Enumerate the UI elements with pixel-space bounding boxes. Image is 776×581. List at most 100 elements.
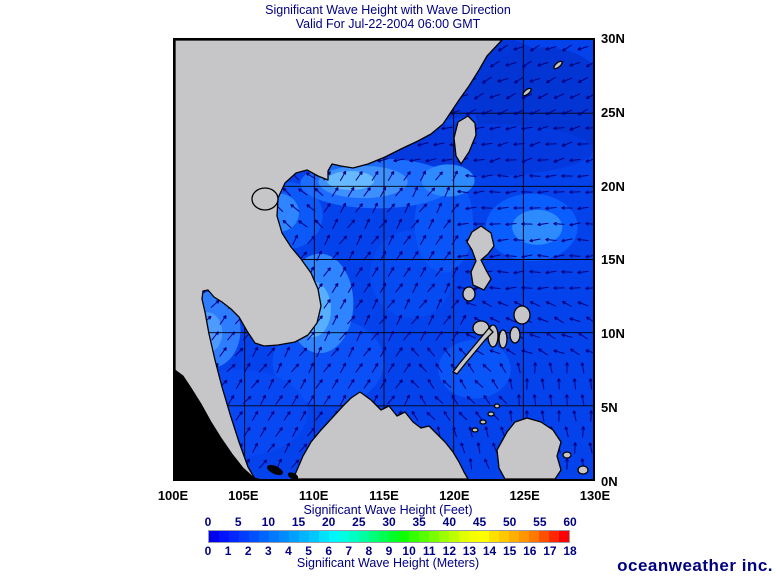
feet-tick-45: 45: [472, 515, 487, 529]
island-cebu: [498, 329, 508, 349]
colorbar-segment: [489, 531, 499, 542]
island-samar: [513, 305, 531, 325]
island-mindanao: [496, 417, 562, 479]
island-black-speck: [287, 472, 299, 479]
colorbar-segment: [539, 531, 549, 542]
landmass-asia-mainland: [175, 40, 503, 479]
colorbar-segment: [239, 531, 249, 542]
lon-label-110E: 110E: [298, 488, 329, 503]
colorbar-segment: [479, 531, 489, 542]
colorbar-segment: [269, 531, 279, 542]
lat-label-15N: 15N: [601, 252, 625, 268]
colorbar-segment: [439, 531, 449, 542]
colorbar-segment: [299, 531, 309, 542]
lat-label-20N: 20N: [601, 178, 625, 194]
wave-map: [175, 40, 593, 479]
colorbar-segment: [389, 531, 399, 542]
colorbar-segment: [219, 531, 229, 542]
wave-height-colorbar: [208, 530, 570, 543]
colorbar-segment: [309, 531, 319, 542]
colorbar-segment: [249, 531, 259, 542]
meter-tick-18: 18: [563, 544, 577, 558]
landmass-sumatra-black: [175, 369, 260, 479]
colorbar-segment: [409, 531, 419, 542]
lat-label-25N: 25N: [601, 104, 625, 120]
feet-tick-10: 10: [261, 515, 275, 529]
feet-tick-35: 35: [412, 515, 426, 529]
colorbar-segment: [379, 531, 389, 542]
feet-tick-50: 50: [502, 515, 517, 529]
map-frame: [173, 38, 595, 481]
colorbar-segment: [359, 531, 369, 542]
island-ryukyu-specks: [522, 60, 563, 97]
colorbar-segment: [229, 531, 239, 542]
feet-tick-0: 0: [204, 515, 212, 529]
island-se-specks: [562, 451, 589, 475]
meter-tick-7: 7: [345, 544, 353, 558]
no-data-land-layer: [175, 369, 299, 479]
colorbar-segment: [209, 531, 219, 542]
feet-tick-55: 55: [533, 515, 547, 529]
meter-tick-8: 8: [365, 544, 373, 558]
meter-tick-10: 10: [402, 544, 416, 558]
meter-tick-13: 13: [462, 544, 477, 558]
wave-height-patch: [421, 164, 475, 197]
island-palawan: [452, 327, 494, 375]
colorbar-segment: [419, 531, 429, 542]
meter-tick-0: 0: [204, 544, 212, 558]
colorbar-segment: [469, 531, 479, 542]
lat-label-0N: 0N: [601, 473, 618, 489]
colorbar-segment: [339, 531, 349, 542]
wave-height-patch: [326, 170, 375, 190]
feet-tick-15: 15: [291, 515, 306, 529]
colorbar-segment: [499, 531, 509, 542]
lon-label-105E: 105E: [228, 488, 259, 503]
colorbar-segment: [319, 531, 329, 542]
feet-tick-30: 30: [382, 515, 396, 529]
lat-label-5N: 5N: [601, 400, 618, 416]
meter-tick-1: 1: [224, 544, 232, 558]
colorbar-title-feet: Significant Wave Height (Feet): [303, 503, 473, 517]
colorbar-segment: [349, 531, 359, 542]
lon-label-130E: 130E: [579, 488, 611, 503]
meter-tick-2: 2: [244, 544, 252, 558]
meter-tick-15: 15: [502, 544, 517, 558]
lon-label-120E: 120E: [439, 488, 470, 503]
colorbar-segment: [529, 531, 539, 542]
meter-tick-4: 4: [285, 544, 292, 558]
page-title: Significant Wave Height with Wave Direct…: [265, 3, 511, 17]
feet-tick-40: 40: [442, 515, 456, 529]
meter-tick-3: 3: [264, 544, 272, 558]
colorbar-segment: [449, 531, 459, 542]
colorbar-segment: [559, 531, 569, 542]
colorbar-segment: [509, 531, 519, 542]
wave-height-patch: [512, 209, 563, 245]
meter-tick-14: 14: [482, 544, 497, 558]
colorbar-segment: [549, 531, 559, 542]
meter-tick-16: 16: [523, 544, 537, 558]
island-bangka-black: [267, 464, 283, 476]
oceanweather-logo: oceanweather inc.: [617, 556, 773, 575]
colorbar-segment: [369, 531, 379, 542]
meter-tick-12: 12: [442, 544, 456, 558]
lon-label-125E: 125E: [509, 488, 540, 503]
colorbar-title-meters: Significant Wave Height (Meters): [296, 556, 480, 570]
lat-label-10N: 10N: [601, 326, 625, 342]
lon-label-100E: 100E: [157, 488, 189, 503]
island-leyte: [509, 326, 521, 344]
wave-height-patch: [438, 339, 511, 399]
feet-tick-25: 25: [352, 515, 366, 529]
island-sulu-archipelago: [471, 403, 501, 433]
valid-time-subtitle: Valid For Jul-22-2004 06:00 GMT: [295, 17, 481, 31]
colorbar-segment: [519, 531, 529, 542]
colorbar-segment: [289, 531, 299, 542]
feet-tick-20: 20: [321, 515, 336, 529]
colorbar-segment: [429, 531, 439, 542]
island-taiwan: [453, 115, 477, 165]
land-layer: [175, 40, 589, 479]
island-luzon: [466, 225, 495, 291]
meter-tick-6: 6: [325, 544, 332, 558]
colorbar-segment: [329, 531, 339, 542]
meter-tick-11: 11: [422, 544, 436, 558]
